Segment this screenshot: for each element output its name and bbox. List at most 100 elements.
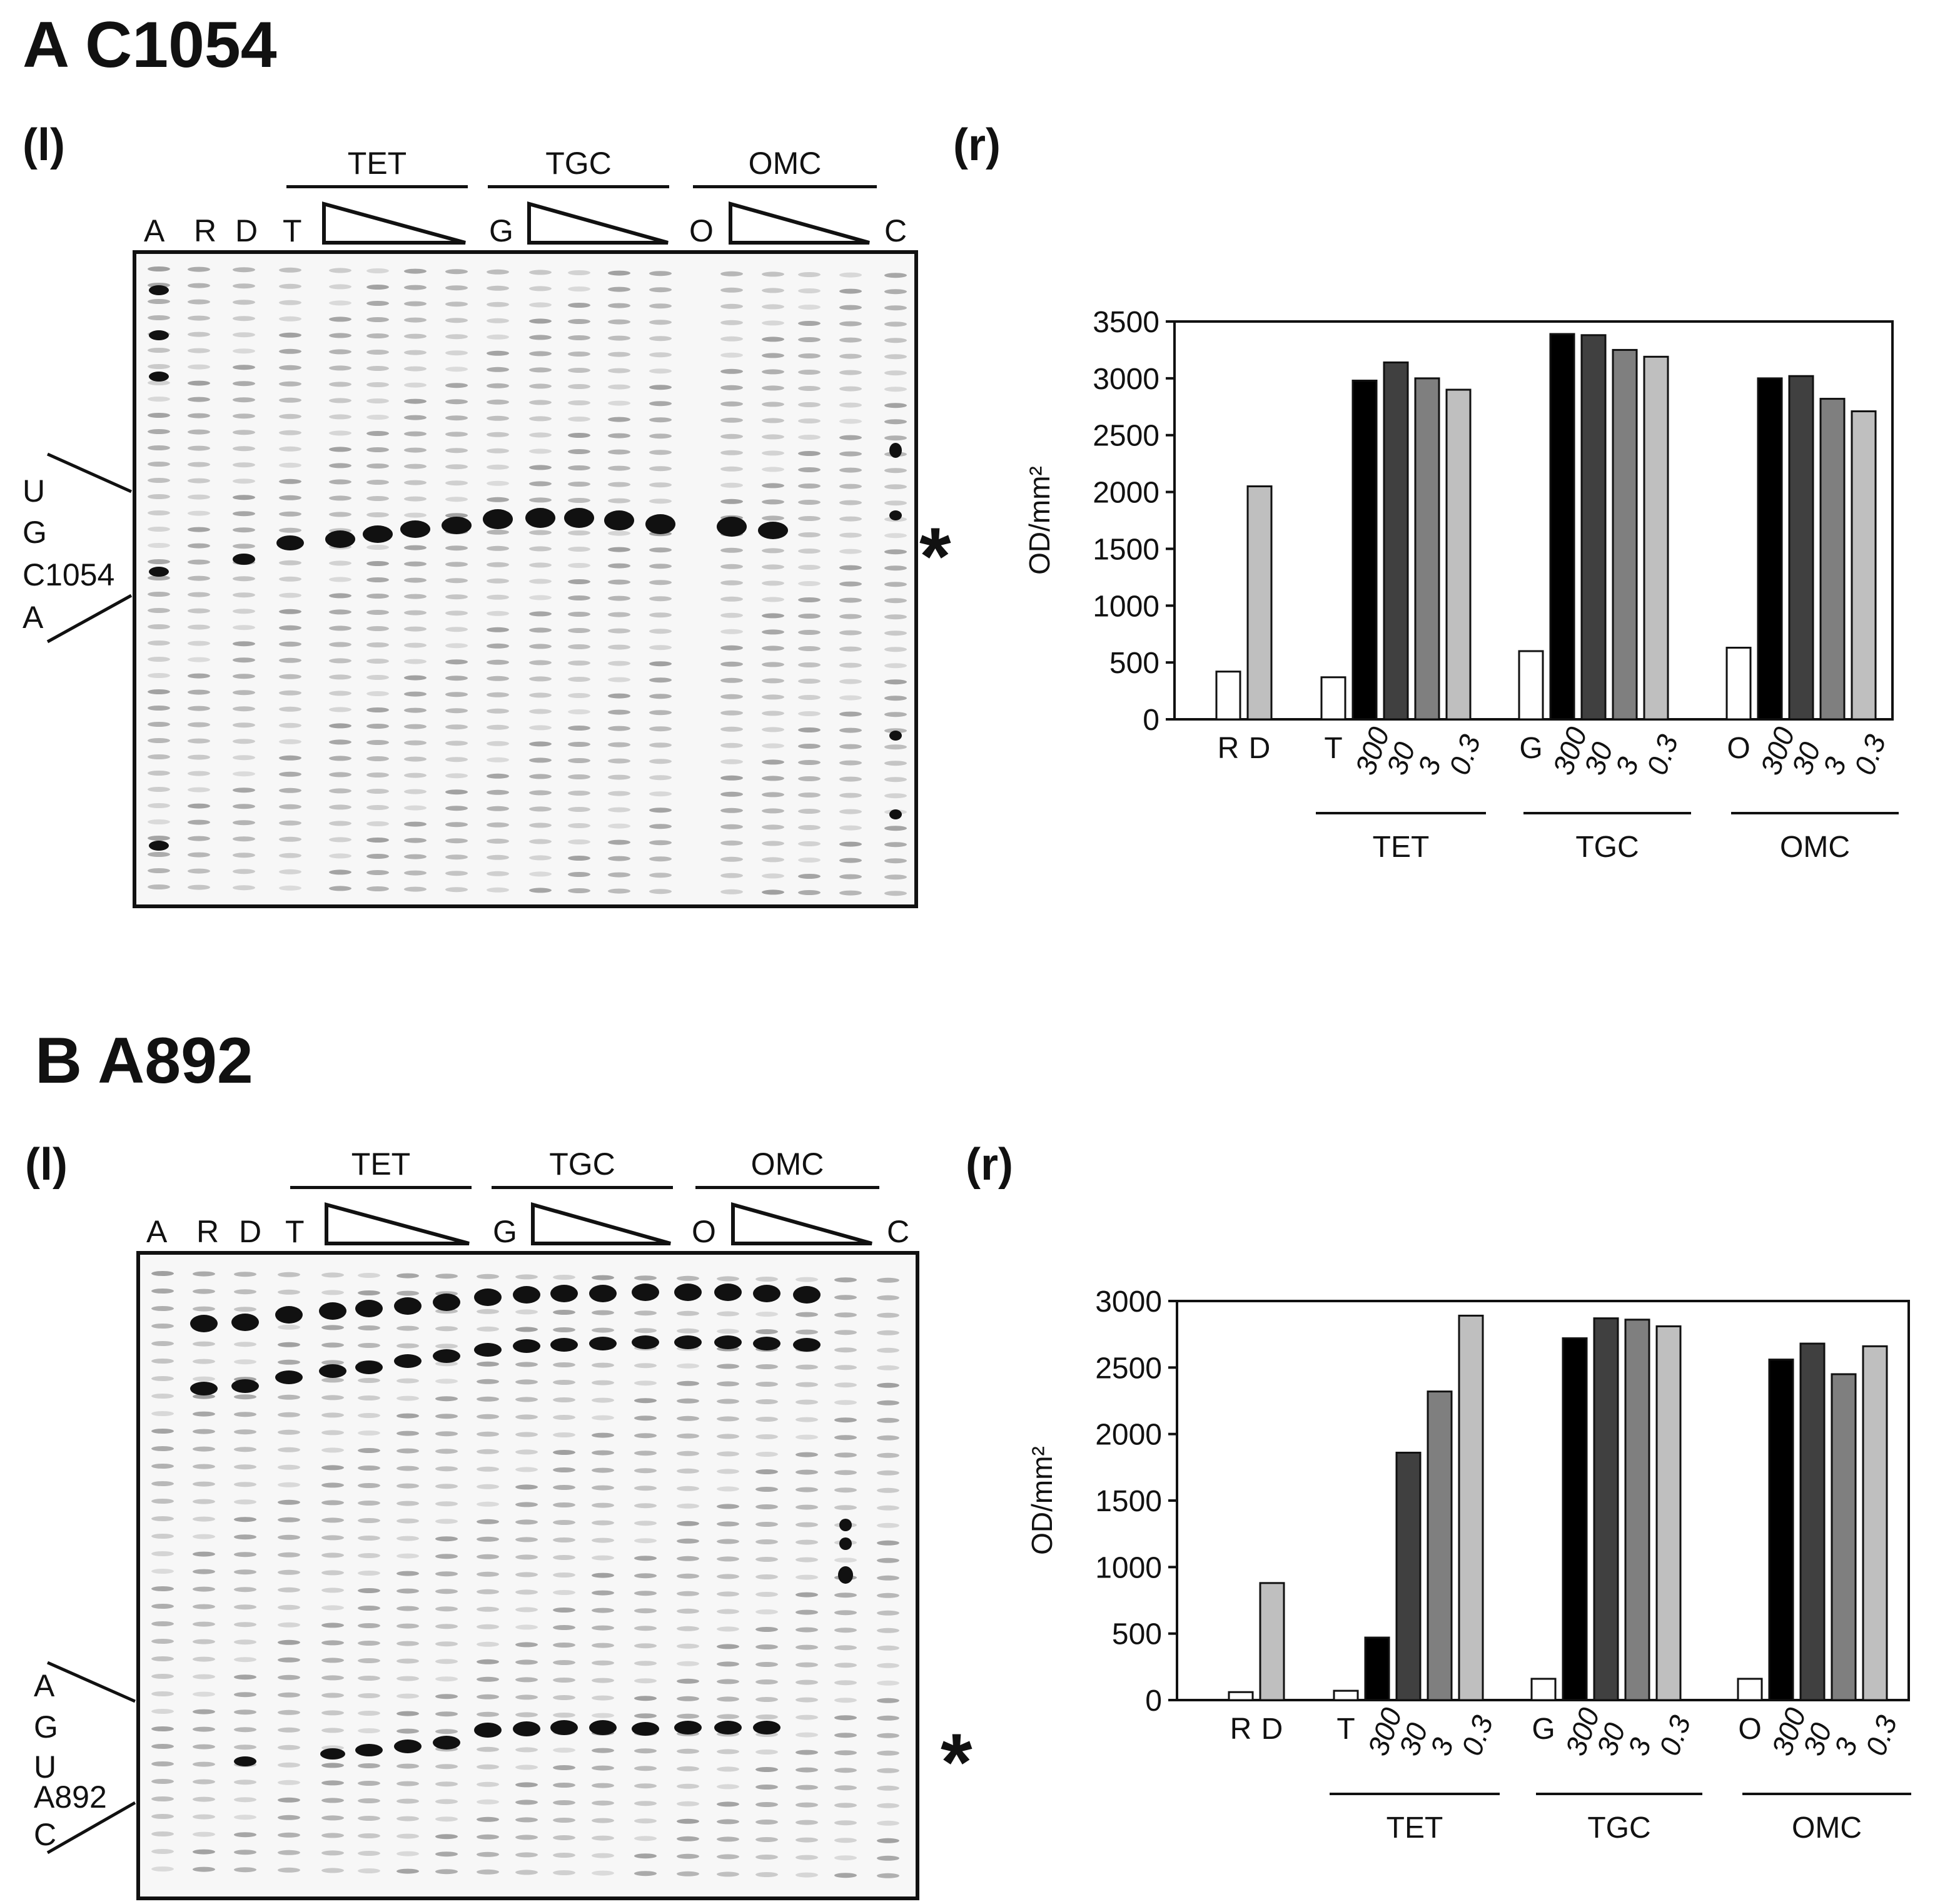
gel-band	[755, 1750, 778, 1755]
gel-band	[477, 1694, 499, 1699]
gel-band	[397, 1676, 419, 1681]
gel-band	[148, 884, 170, 889]
gel-band	[553, 1572, 575, 1577]
gel-band	[445, 497, 468, 502]
gel-band	[278, 1780, 300, 1785]
gel-band	[151, 1359, 174, 1364]
gel-band	[329, 414, 351, 420]
gel-band	[839, 337, 862, 343]
gel-band	[366, 642, 389, 647]
gel-band	[649, 564, 672, 569]
gel-band	[796, 1767, 818, 1773]
gel-band	[677, 1556, 699, 1561]
gel-band	[834, 1820, 857, 1826]
gel-b-bands	[151, 1271, 899, 1878]
gel-band	[188, 575, 210, 581]
gel-band	[193, 1516, 215, 1522]
gel-band	[279, 885, 301, 891]
gel-a-group-tgc-line	[488, 185, 669, 188]
gel-band	[553, 1660, 575, 1665]
gel-band	[366, 675, 389, 680]
gel-band	[608, 612, 630, 617]
gel-band	[796, 1785, 818, 1790]
gel-band	[193, 1359, 215, 1364]
gel-band	[358, 1518, 380, 1523]
gel-band	[487, 350, 509, 356]
gel-band	[445, 757, 468, 762]
gel-band	[148, 315, 170, 320]
gel-band	[404, 610, 427, 615]
gel-band	[798, 484, 821, 489]
gel-band-strong	[325, 530, 355, 548]
gel-band	[884, 793, 907, 799]
gel-band	[553, 1748, 575, 1753]
gel-band	[839, 484, 862, 489]
gel-band	[796, 1592, 818, 1598]
gel-band	[884, 435, 907, 441]
gel-band	[755, 1627, 778, 1632]
gel-band	[366, 772, 389, 777]
gel-band	[762, 320, 784, 326]
gel-band	[358, 1781, 380, 1786]
gel-band	[487, 594, 509, 600]
gel-band	[884, 387, 907, 392]
gel-band	[649, 612, 672, 618]
gel-band	[435, 1659, 458, 1664]
gel-band	[404, 431, 427, 437]
gel-band	[487, 399, 509, 405]
gel-band	[151, 1849, 174, 1854]
gel-band	[278, 1657, 300, 1663]
x-tick-label: 3	[1412, 752, 1448, 779]
gel-band	[884, 582, 907, 587]
gel-band	[592, 1678, 614, 1683]
gel-band	[798, 760, 821, 765]
gel-band	[834, 1803, 857, 1808]
gel-band	[477, 1606, 499, 1612]
gel-band	[515, 1870, 538, 1875]
gel-band	[278, 1797, 300, 1803]
gel-band	[839, 776, 862, 782]
gel-b-seq-c: C	[34, 1817, 57, 1852]
gel-band	[445, 285, 468, 291]
gel-band	[677, 1696, 699, 1701]
gel-band	[278, 1499, 300, 1505]
gel-band	[279, 348, 301, 354]
gel-band	[404, 594, 427, 599]
gel-band	[798, 630, 821, 635]
gel-band-strong	[889, 731, 902, 741]
gel-band	[649, 824, 672, 829]
gel-band	[677, 1626, 699, 1631]
gel-band	[148, 559, 170, 564]
gel-band	[148, 445, 170, 450]
gel-band	[321, 1833, 344, 1838]
gel-band	[233, 674, 255, 679]
gel-band	[608, 791, 630, 796]
gel-band-strong	[513, 1286, 540, 1304]
gel-band	[435, 1606, 458, 1612]
plot-frame	[1176, 1300, 1910, 1701]
gel-band	[568, 823, 590, 828]
gel-band	[634, 1363, 657, 1369]
gel-band	[148, 754, 170, 759]
gel-band-strong	[714, 1284, 742, 1301]
gel-band	[234, 1815, 256, 1820]
gel-band	[329, 316, 351, 322]
bar	[1458, 1314, 1484, 1701]
gel-b-lane-a: A	[146, 1214, 168, 1249]
gel-band-strong	[564, 508, 594, 528]
gel-band	[877, 1663, 899, 1668]
gel-band	[649, 710, 672, 716]
gel-band	[608, 400, 630, 406]
gel-band	[321, 1815, 344, 1821]
gel-band	[233, 804, 255, 809]
gel-band	[762, 353, 784, 358]
gel-band	[366, 594, 389, 599]
gel-band	[553, 1415, 575, 1420]
gel-band	[193, 1306, 215, 1312]
gel-a-marker-star: *	[919, 510, 951, 602]
gel-band	[279, 332, 301, 338]
gel-band	[321, 1728, 344, 1733]
gel-band	[677, 1433, 699, 1439]
gel-band	[877, 1680, 899, 1686]
gel-band	[677, 1836, 699, 1841]
